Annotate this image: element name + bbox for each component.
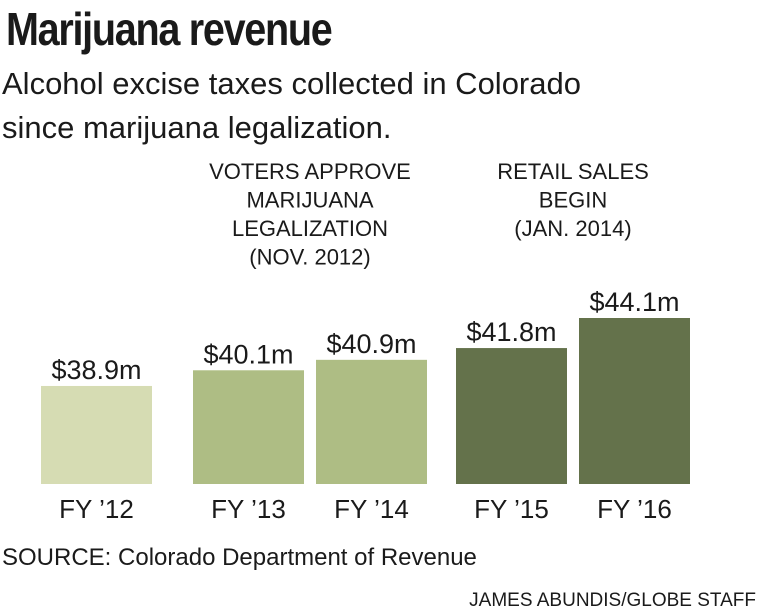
bar-1 <box>41 385 152 484</box>
x-tick-label-5: FY ’16 <box>597 494 672 524</box>
graphic-credit: JAMES ABUNDIS/GLOBE STAFF <box>469 590 756 611</box>
annotation-1-line-4: (NOV. 2012) <box>249 245 370 270</box>
subtitle-line-2: since marijuana legalization. <box>2 110 392 145</box>
subtitle-line-1: Alcohol excise taxes collected in Colora… <box>2 66 581 101</box>
source-note: SOURCE: Colorado Department of Revenue <box>2 544 477 571</box>
bar-chart: $38.9m FY ’12 $40.1m FY ’13 $40.9m FY ’14 $41.… <box>41 159 690 524</box>
data-label-1: $38.9m <box>51 355 141 385</box>
annotation-1-line-1: VOTERS APPROVE <box>209 159 411 184</box>
x-tick-label-3: FY ’14 <box>334 494 409 524</box>
annotation-2-line-3: (JAN. 2014) <box>514 216 631 241</box>
bar-2 <box>193 370 304 484</box>
bar-3 <box>316 359 427 484</box>
x-tick-label-4: FY ’15 <box>474 494 549 524</box>
bar-5 <box>579 318 690 484</box>
data-label-3: $40.9m <box>326 329 416 359</box>
x-tick-label-2: FY ’13 <box>211 494 286 524</box>
annotation-1-line-3: LEGALIZATION <box>232 216 388 241</box>
chart-subtitle: Alcohol excise taxes collected in Colora… <box>2 62 762 150</box>
x-tick-label-1: FY ’12 <box>59 494 134 524</box>
chart-title: Marijuana revenue <box>6 3 333 55</box>
data-label-4: $41.8m <box>466 317 556 347</box>
bar-4 <box>456 348 567 484</box>
data-label-2: $40.1m <box>203 339 293 369</box>
annotation-2-line-1: RETAIL SALES <box>497 159 649 184</box>
data-label-5: $44.1m <box>589 287 679 317</box>
annotation-1-line-2: MARIJUANA <box>246 188 373 213</box>
annotation-2-line-2: BEGIN <box>539 188 607 213</box>
